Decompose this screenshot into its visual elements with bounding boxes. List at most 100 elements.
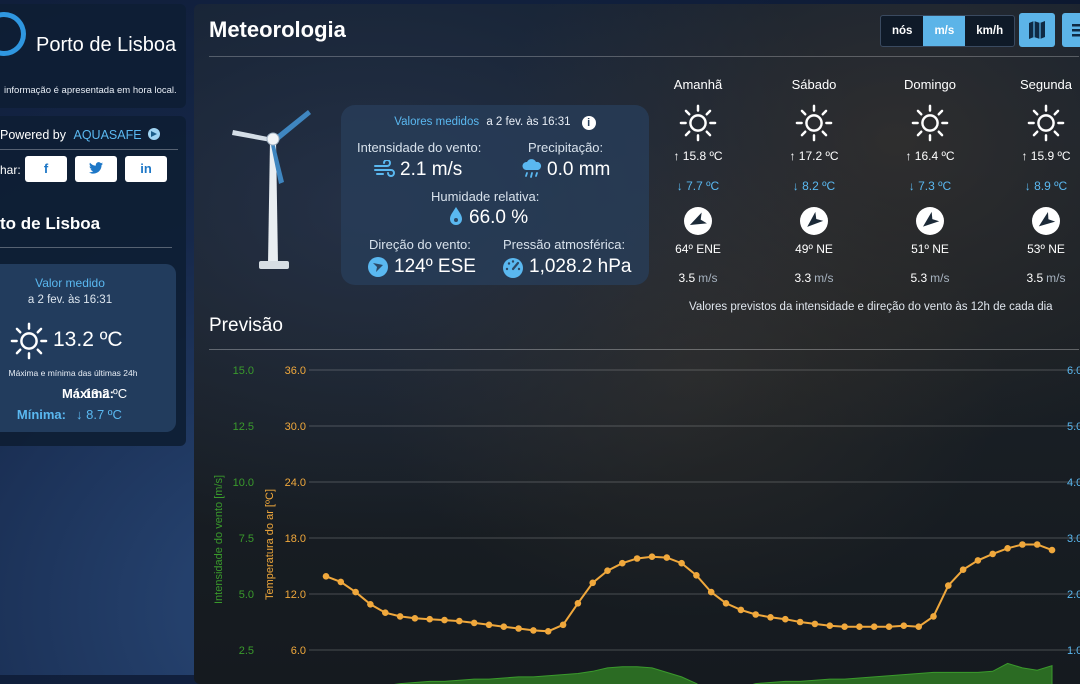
temperature-point	[396, 613, 404, 620]
wind-axis-label: Intensidade do vento [m/s]	[213, 475, 225, 604]
temperature-point	[633, 555, 641, 562]
right-axis-tick: 5.0	[1067, 421, 1080, 433]
temperature-point	[870, 623, 878, 630]
share-facebook-button[interactable]: f	[25, 156, 67, 182]
wind-axis-tick: 2.5	[239, 645, 254, 657]
forecast-wind-speed-value: 3.3	[794, 271, 812, 285]
temperature-point	[959, 566, 967, 573]
facebook-icon: f	[43, 161, 49, 176]
temperature-point	[693, 572, 700, 579]
forecast-wind-speed-unit: m/s	[930, 271, 950, 285]
temperature-point	[900, 622, 908, 629]
temperature-point	[322, 573, 330, 580]
unit-selector: nós m/s km/h	[880, 15, 1016, 47]
temperature-point	[1004, 545, 1011, 552]
play-icon[interactable]	[148, 128, 161, 140]
powered-by-label: Powered by	[0, 128, 67, 142]
forecast-wind-speed-value: 3.5	[678, 271, 696, 285]
forecast-day-name: Amanhã	[673, 77, 723, 92]
humidity-value: 66.0 %	[469, 207, 529, 228]
forecast-wind-speed-unit: m/s	[1046, 271, 1066, 285]
temperature-point	[544, 628, 552, 635]
forecast-min: ↓ 8.9 ºC	[1024, 179, 1068, 193]
wind-axis-tick: 5.0	[239, 589, 254, 601]
info-icon[interactable]: i	[581, 116, 596, 130]
temperature-point	[589, 579, 596, 587]
temperature-point	[530, 627, 537, 634]
temp-axis-tick: 6.0	[291, 645, 306, 657]
pressure-label: Pressão atmosférica:	[503, 237, 626, 252]
temperature-point	[648, 553, 656, 560]
sun-icon	[795, 104, 833, 147]
forecast-wind-direction: 51º NE	[911, 242, 949, 256]
forecast-wind-speed-unit: m/s	[698, 271, 718, 285]
forecast-max: ↑ 15.8 ºC	[673, 149, 723, 163]
wind-direction-label: Direção do vento:	[369, 237, 471, 252]
temperature-point	[974, 557, 982, 564]
share-twitter-button[interactable]	[75, 156, 117, 182]
humidity-label: Humidade relativa:	[431, 189, 540, 204]
meteorology-panel: Meteorologia nós m/s km/h Valores medido…	[194, 4, 1080, 684]
temperature-point	[722, 600, 730, 607]
temperature-point	[411, 615, 419, 622]
wind-axis-tick: 7.5	[239, 533, 254, 545]
menu-button[interactable]	[1062, 13, 1080, 47]
measured-value-label: Valor medido	[35, 276, 105, 290]
unit-kmh-button[interactable]: km/h	[976, 25, 1004, 37]
forecast-day-name: Sábado	[791, 77, 837, 92]
aquasafe-link[interactable]: AQUASAFE	[73, 128, 142, 142]
temperature-point	[915, 623, 922, 630]
unit-ms-button[interactable]: m/s	[923, 16, 966, 46]
temperature-point	[574, 600, 582, 607]
temperature-point	[382, 609, 389, 616]
linkedin-icon: in	[140, 161, 152, 176]
wind-axis-tick: 10.0	[233, 477, 254, 489]
port-logo-icon	[0, 12, 26, 56]
map-button[interactable]	[1019, 13, 1055, 47]
temp-axis-label: Temperatura do ar [ºC]	[264, 489, 276, 600]
right-axis-tick: 6.0	[1067, 365, 1080, 377]
temperature-point	[337, 578, 345, 586]
temperature-point	[1048, 546, 1056, 554]
map-icon	[1029, 21, 1045, 39]
temp-axis-tick: 24.0	[285, 477, 306, 489]
sun-icon	[10, 322, 48, 360]
temperature-point	[930, 613, 937, 620]
divider	[209, 349, 1079, 350]
temperature-point	[885, 623, 893, 630]
forecast-wind-speed: 5.3 m/s	[890, 271, 970, 285]
forecast-wind-speed-value: 3.5	[1026, 271, 1044, 285]
share-label: har:	[0, 163, 21, 177]
powered-by: Powered by AQUASAFE	[0, 128, 161, 142]
temperature-point	[441, 616, 448, 624]
precipitation-label: Precipitação:	[528, 140, 604, 155]
temperature-point	[352, 588, 359, 596]
temperature-point	[752, 611, 759, 618]
sidebar-panel: Powered by AQUASAFE har: f in to de Lisb…	[0, 116, 186, 446]
wind-direction-icon	[916, 207, 944, 235]
temperature-point	[470, 619, 478, 627]
forecast-max: ↑ 15.9 ºC	[1021, 149, 1071, 163]
temperature-point	[856, 623, 863, 630]
current-temperature: 13.2 ºC	[53, 328, 123, 351]
wind-direction-value: 124º ESE	[394, 256, 476, 277]
wind-axis-tick: 15.0	[233, 365, 254, 377]
precipitation-value: 0.0 mm	[547, 159, 611, 180]
forecast-wind-speed-value: 5.3	[910, 271, 928, 285]
pressure-value: 1,028.2 hPa	[529, 256, 632, 277]
temp-axis-tick: 18.0	[285, 533, 306, 545]
divider	[0, 247, 172, 248]
unit-knots-button[interactable]: nós	[892, 25, 913, 37]
min-value: ↓ 8.7 ºC	[76, 407, 122, 422]
share-linkedin-button[interactable]: in	[125, 156, 167, 182]
sun-icon	[1027, 104, 1065, 147]
measured-values-date: a 2 fev. às 16:31	[486, 116, 571, 128]
wind-direction-icon	[684, 207, 712, 235]
temperature-point	[485, 621, 493, 629]
temperature-line	[325, 543, 1053, 633]
temperature-point	[767, 614, 774, 621]
station-title: to de Lisboa	[0, 214, 101, 233]
forecast-min: ↓ 7.3 ºC	[908, 179, 952, 193]
temperature-point	[945, 582, 952, 589]
humidity-drop-icon	[450, 207, 462, 225]
